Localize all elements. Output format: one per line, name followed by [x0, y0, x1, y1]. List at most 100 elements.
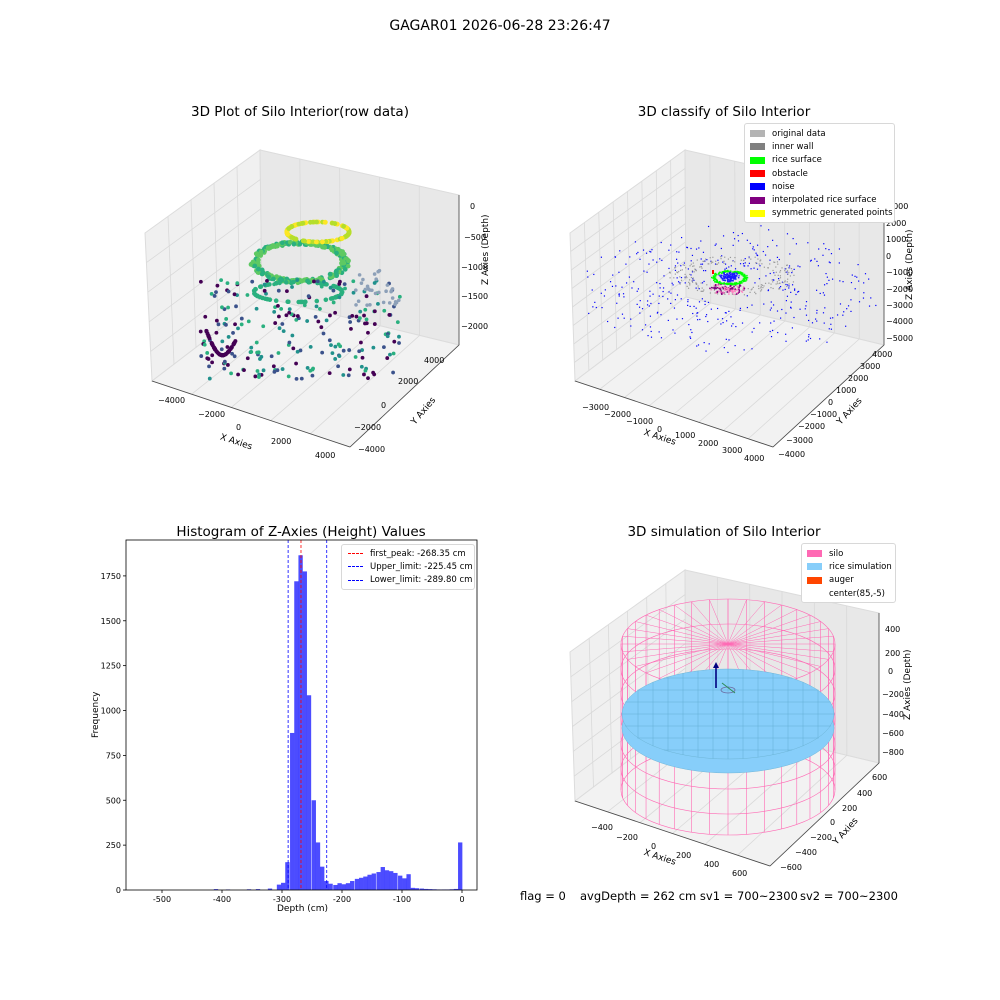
raw-point [212, 294, 217, 298]
raw-point [273, 321, 278, 325]
classify-noise-point [814, 258, 816, 260]
classify-noise-point [778, 287, 781, 289]
classify-noise-point [751, 331, 753, 333]
legend-item-auger: auger [807, 574, 889, 587]
classify-core-point [719, 275, 722, 278]
raw-point [360, 348, 364, 352]
classify-rice-point [718, 272, 720, 274]
classify-noise-point [728, 339, 730, 341]
classify-rice-point [713, 278, 716, 280]
classify-original-point [691, 270, 694, 272]
classify-noise-point [816, 260, 818, 262]
classify-noise-point [716, 307, 719, 310]
classify-core-point [726, 273, 729, 276]
classify-original-point [688, 279, 691, 281]
raw-point [327, 371, 332, 376]
classify-original-point [689, 273, 691, 276]
classify-noise-point [677, 281, 680, 283]
classify-rice-point [739, 281, 741, 283]
raw-point [284, 313, 289, 318]
classify-ytick: 0 [828, 398, 833, 407]
raw-point [377, 290, 381, 295]
classify-noise-point [786, 295, 789, 297]
raw-point [339, 252, 345, 257]
raw-point [295, 278, 300, 283]
raw-point [363, 307, 368, 312]
histogram-bar [255, 889, 261, 890]
classify-original-point [674, 267, 676, 269]
silo-wire [727, 599, 747, 645]
classify-noise-point [724, 263, 727, 265]
classify-noise-point [639, 258, 641, 260]
classify-noise-point [790, 301, 792, 303]
histogram-bar [359, 877, 364, 890]
classify-original-point [752, 286, 754, 288]
classify-rice-point [713, 275, 715, 278]
legend-label: silo [829, 548, 844, 559]
classify-rice-point [720, 282, 722, 284]
raw-point [361, 277, 365, 282]
raw-point [270, 243, 276, 248]
classify-noise-point [594, 301, 596, 303]
gridline [698, 326, 811, 423]
raw-point [289, 224, 295, 230]
classify-rice-point [742, 280, 745, 282]
classify-rice-point [733, 283, 735, 285]
classify-interp-point [732, 286, 735, 289]
classify-rice-point [714, 275, 716, 277]
classify-noise-point [850, 281, 853, 284]
classify-ztick: 2000 [886, 219, 906, 228]
raw-point [387, 313, 392, 317]
classify-noise-point [839, 280, 841, 282]
classify-noise-point [714, 244, 716, 246]
classify-xtick: 4000 [744, 454, 764, 463]
classify-noise-point [672, 329, 674, 331]
raw-point [372, 272, 377, 276]
raw-point [245, 356, 250, 361]
classify-original-point [720, 258, 722, 260]
classify-original-point [734, 261, 736, 263]
classify-original-point [712, 256, 714, 258]
classify-noise-point [633, 281, 635, 283]
classify-original-point [729, 256, 732, 259]
raw-point [333, 310, 338, 315]
classify-ztick: −5000 [886, 334, 913, 343]
classify-noise-point [728, 310, 730, 312]
classify-noise-point [705, 314, 708, 316]
raw-point [300, 238, 306, 244]
legend-item-lower-limit: Lower_limit: -289.80 cm [348, 574, 472, 587]
classify-original-point [679, 276, 681, 278]
raw-point [210, 341, 215, 346]
classify-noise-point [797, 291, 799, 293]
simulation-zlabel: Z Axies (Depth) [903, 649, 913, 720]
classify-noise-point [739, 263, 742, 265]
classify-noise-point [701, 282, 704, 284]
silo-wire [635, 621, 729, 645]
classify-original-point [747, 288, 749, 290]
classify-core-point [724, 279, 727, 282]
raw-point [347, 348, 352, 352]
classify-noise-point [641, 329, 644, 331]
raw-point [294, 377, 299, 381]
raw-point [225, 345, 230, 349]
classify-rice-point [745, 279, 748, 281]
classify-core-point [729, 278, 731, 281]
simulation-ytick: 400 [857, 789, 872, 798]
classify-noise-point [724, 312, 726, 314]
classify-interp-point [738, 288, 740, 291]
classify-interp-point [725, 287, 727, 290]
classify-noise-point [679, 282, 681, 284]
classify-noise-point [776, 256, 779, 258]
raw-point [388, 352, 392, 357]
classify-noise-point [770, 301, 772, 303]
raw-point [337, 286, 342, 291]
raw-point [212, 345, 217, 350]
classify-rice-point [743, 273, 746, 276]
classify-noise-point [788, 267, 790, 269]
classify-noise-point [738, 275, 740, 277]
classify-noise-point [823, 243, 825, 245]
silo-wire [645, 614, 729, 645]
legend-item-rice-simulation: rice simulation [807, 560, 892, 573]
raw-point [303, 299, 308, 305]
raw-point [341, 348, 346, 353]
